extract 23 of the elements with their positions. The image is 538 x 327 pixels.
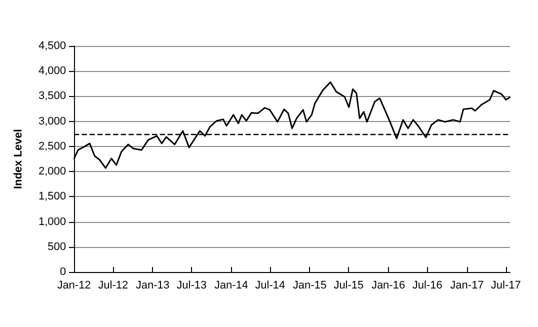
- x-tick-label: Jul-15: [334, 280, 364, 292]
- y-tick-label: 1,000: [38, 216, 66, 228]
- x-tick-label: Jan-16: [371, 280, 406, 292]
- y-tick-label: 500: [48, 240, 66, 253]
- y-tick-label: 4,500: [38, 40, 66, 52]
- x-tick-label: Jan-12: [57, 280, 91, 292]
- x-tick-label: Jul-17: [490, 280, 521, 292]
- x-tick-label: Jul-14: [255, 280, 286, 292]
- y-tick-label: 4,000: [38, 65, 66, 78]
- x-tick-label: Jul-12: [98, 280, 128, 292]
- x-tick-label: Jul-13: [176, 280, 207, 292]
- y-tick-label: 2,000: [38, 166, 66, 178]
- y-tick-label: 3,000: [38, 115, 66, 128]
- x-tick-label: Jan-15: [292, 280, 327, 292]
- x-tick-label: Jan-14: [214, 280, 248, 292]
- y-axis-title: Index Level: [12, 129, 24, 189]
- y-tick-label: 3,500: [38, 90, 66, 102]
- y-tick-label: 2,500: [38, 140, 66, 152]
- x-tick-label: Jan-17: [450, 280, 484, 292]
- x-tick-label: Jan-13: [136, 280, 170, 292]
- y-tick-label: 0: [60, 266, 66, 278]
- x-tick-label: Jul-16: [412, 280, 442, 292]
- y-tick-label: 1,500: [38, 190, 66, 203]
